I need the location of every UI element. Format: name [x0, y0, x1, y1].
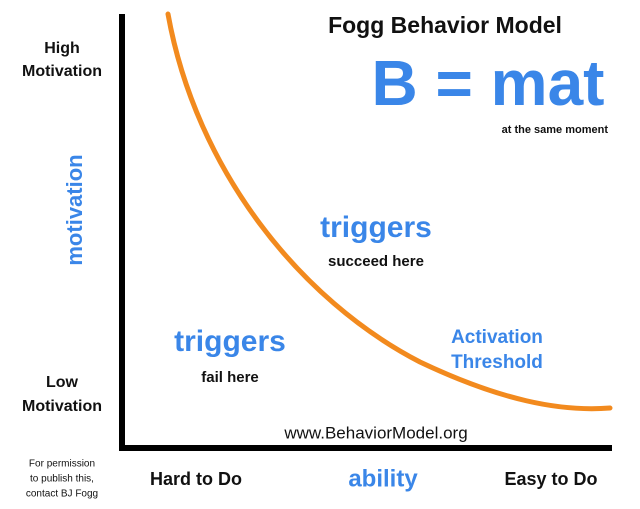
region-text: succeed here: [328, 253, 424, 270]
region-heading: triggers: [320, 211, 432, 244]
x-right-label: Easy to Do: [504, 469, 597, 489]
formula: B = mat: [372, 47, 605, 119]
x-axis-label: ability: [348, 465, 418, 492]
permission-note: contact BJ Fogg: [26, 489, 98, 500]
curve-label: Threshold: [451, 352, 543, 373]
title: Fogg Behavior Model: [328, 12, 562, 38]
y-low-label: Motivation: [22, 398, 102, 415]
region-heading: triggers: [174, 325, 286, 358]
curve-label: Activation: [451, 327, 543, 348]
y-low-label: Low: [46, 374, 79, 391]
y-axis-label: motivation: [62, 154, 87, 265]
x-left-label: Hard to Do: [150, 469, 242, 489]
formula-note: at the same moment: [502, 124, 609, 136]
url: www.BehaviorModel.org: [283, 423, 467, 442]
permission-note: to publish this,: [30, 474, 94, 485]
region-text: fail here: [201, 369, 259, 386]
permission-note: For permission: [29, 459, 95, 470]
activation-curve: [165, 11, 613, 412]
y-high-label: High: [44, 40, 80, 57]
y-high-label: Motivation: [22, 63, 102, 80]
